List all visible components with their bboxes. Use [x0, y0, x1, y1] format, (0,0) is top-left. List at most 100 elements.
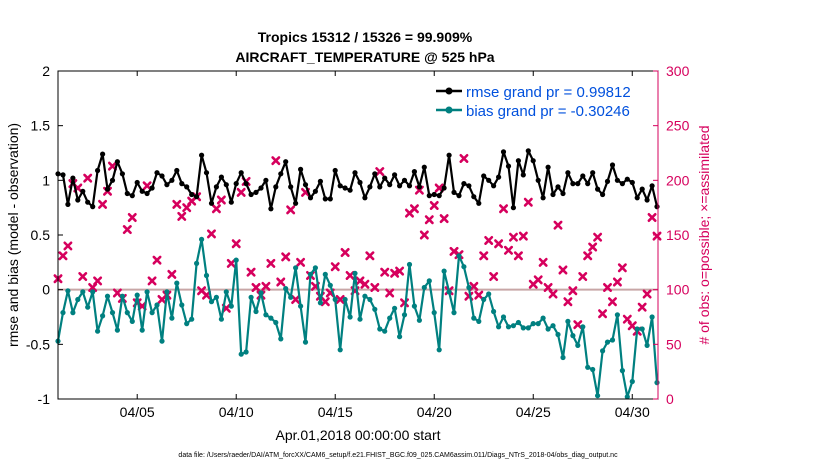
rmse-point [590, 170, 596, 176]
bias-point [486, 291, 492, 297]
obs-marker [603, 282, 613, 292]
bias-point [575, 342, 581, 348]
obs-marker [593, 232, 603, 242]
y-right-tick-label-3: 150 [666, 227, 690, 243]
rmse-point [203, 170, 210, 176]
rmse-point [119, 171, 125, 177]
obs-marker [484, 235, 494, 245]
bias-point [253, 308, 259, 315]
rmse-point [213, 184, 219, 190]
rmse-point [382, 175, 388, 181]
y-axis-left: -1 -0.5 0 0.5 1 1.5 2 [26, 63, 63, 407]
bias-point [268, 315, 274, 321]
rmse-point [347, 187, 353, 193]
obs-marker [251, 282, 261, 292]
obs-marker [226, 258, 236, 268]
bias-point [124, 310, 130, 316]
bias-point [535, 321, 541, 327]
bias-point [179, 302, 185, 308]
bias-point [421, 284, 427, 291]
obs-marker [385, 288, 395, 298]
rmse-point [337, 183, 343, 189]
bias-point [461, 264, 467, 270]
obs-marker [58, 251, 68, 261]
bias-point [372, 306, 378, 312]
obs-marker [281, 252, 291, 262]
rmse-point [644, 197, 650, 203]
y-right-tick-label-6: 300 [666, 63, 690, 79]
rmse-point [431, 191, 437, 198]
obs-marker [142, 181, 152, 191]
bias-point [377, 326, 383, 332]
rmse-point [218, 174, 224, 180]
bias-point [233, 257, 239, 263]
rmse-point [510, 205, 516, 211]
bias-point [436, 347, 442, 353]
rmse-point [362, 195, 368, 201]
rmse-point [387, 182, 393, 188]
bias-point [510, 323, 516, 329]
rmse-point [486, 177, 492, 183]
rmse-point [169, 177, 175, 183]
obs-marker [177, 211, 187, 221]
rmse-point [535, 177, 541, 183]
bias-point [322, 271, 328, 277]
rmse-point [248, 191, 254, 198]
obs-marker [122, 225, 132, 235]
bias-point [85, 304, 91, 310]
obs-marker [598, 309, 608, 319]
rmse-point [550, 191, 556, 198]
bias-point [238, 351, 244, 357]
obs-marker [147, 276, 157, 286]
bias-point [382, 328, 388, 334]
rmse-point [95, 167, 101, 174]
rmse-point [90, 204, 96, 210]
bias-point [70, 310, 76, 316]
rmse-point [367, 184, 373, 190]
obs-marker [206, 229, 216, 239]
obs-marker [429, 200, 439, 210]
x-axis-label: Apr.01,2018 00:00:00 start [275, 427, 440, 443]
bias-point [411, 303, 417, 309]
obs-marker [533, 275, 543, 285]
bias-point [619, 368, 626, 374]
rmse-point [164, 182, 170, 188]
rmse-point [416, 184, 422, 190]
rmse-point [441, 185, 447, 191]
rmse-point [154, 170, 160, 176]
obs-marker [93, 276, 103, 286]
rmse-point [342, 185, 348, 191]
bias-point [570, 333, 576, 339]
rmse-point [406, 183, 413, 189]
bias-point [208, 299, 215, 305]
bias-point [644, 342, 650, 348]
bias-point [515, 319, 522, 326]
bias-point [199, 236, 205, 242]
obs-marker [637, 302, 647, 312]
obs-marker [583, 251, 593, 261]
bias-point [119, 293, 125, 299]
rmse-point [194, 194, 200, 200]
rmse-point [317, 178, 323, 184]
bias-point [555, 331, 561, 338]
bias-point [585, 364, 591, 370]
rmse-point [233, 181, 239, 187]
bias-point [317, 300, 323, 306]
x-axis: 04/05 04/10 04/15 04/20 04/25 04/30 [120, 71, 650, 420]
obs-marker [419, 230, 429, 240]
bias-point [248, 294, 254, 300]
rmse-point [278, 171, 284, 177]
obs-marker [63, 241, 73, 251]
rmse-point [114, 159, 120, 165]
bias-point [560, 354, 566, 361]
bias-point [545, 326, 551, 332]
obs-marker [83, 173, 93, 183]
bias-point [288, 294, 294, 300]
rmse-point [238, 170, 244, 176]
bias-point [327, 282, 333, 288]
rmse-point [268, 206, 274, 212]
rmse-point [243, 181, 249, 187]
x-tick-label-0: 04/05 [120, 404, 155, 420]
obs-marker [424, 215, 434, 225]
